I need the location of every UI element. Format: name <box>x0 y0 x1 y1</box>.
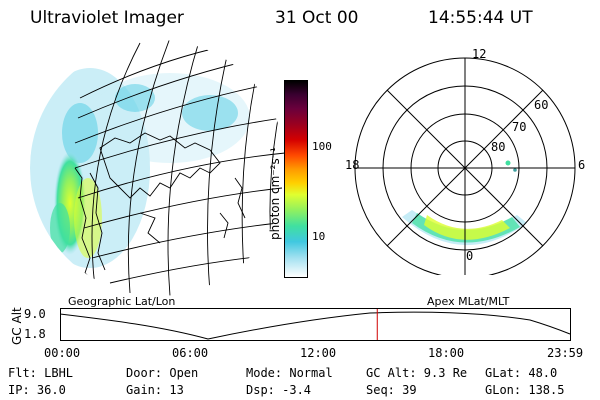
colorbar-tick-100: 100 <box>312 140 332 153</box>
coastlines <box>74 132 246 284</box>
altitude-tick-low: 1.8 <box>24 327 46 341</box>
geographic-caption: Geographic Lat/Lon <box>68 295 176 308</box>
ip-info: IP: 36.0 <box>8 383 66 397</box>
seq-info: Seq: 39 <box>366 383 417 397</box>
mlt-label-0: 0 <box>466 249 474 263</box>
mlt-label-12: 12 <box>472 47 487 61</box>
colorbar-unit-label: photon cm⁻²s⁻¹ <box>268 147 282 240</box>
gc-alt-info: GC Alt: 9.3 Re <box>366 366 468 380</box>
mlat-label-80: 80 <box>491 140 506 154</box>
mode-info: Mode: Normal <box>246 366 333 380</box>
graticule <box>74 40 285 296</box>
gain-info: Gain: 13 <box>126 383 184 397</box>
altitude-tick-high: 9.0 <box>24 307 46 321</box>
time-tick-0600: 06:00 <box>172 346 209 360</box>
altitude-plot <box>60 308 571 341</box>
polar-caption: Apex MLat/MLT <box>427 295 510 308</box>
altitude-curve <box>60 311 571 340</box>
auroral-emission <box>50 151 102 258</box>
mlat-label-60: 60 <box>534 98 549 112</box>
date-label: 31 Oct 00 <box>275 8 359 28</box>
colorbar-tick-10: 10 <box>312 230 326 243</box>
door-info: Door: Open <box>126 366 199 380</box>
filter-info: Flt: LBHL <box>8 366 74 380</box>
time-label: 14:55:44 UT <box>428 8 533 28</box>
altitude-plot-frame <box>60 308 571 341</box>
polar-emission <box>402 160 527 246</box>
glon-info: GLon: 138.5 <box>485 383 565 397</box>
polar-grid <box>354 57 576 275</box>
time-tick-2359: 23:59 <box>547 346 584 360</box>
dsp-info: Dsp: -3.4 <box>246 383 312 397</box>
polar-plot <box>354 57 576 275</box>
time-tick-1800: 18:00 <box>428 346 465 360</box>
geographic-map <box>30 40 285 296</box>
glat-info: GLat: 48.0 <box>485 366 558 380</box>
mlt-label-18: 18 <box>345 158 360 172</box>
color-scale-bar <box>284 80 308 278</box>
altitude-axis-label: GC Alt <box>10 307 24 345</box>
mlt-label-6: 6 <box>578 158 586 172</box>
time-tick-1200: 12:00 <box>300 346 337 360</box>
instrument-title: Ultraviolet Imager <box>30 8 184 28</box>
time-tick-0000: 00:00 <box>44 346 81 360</box>
mlat-label-70: 70 <box>512 120 527 134</box>
